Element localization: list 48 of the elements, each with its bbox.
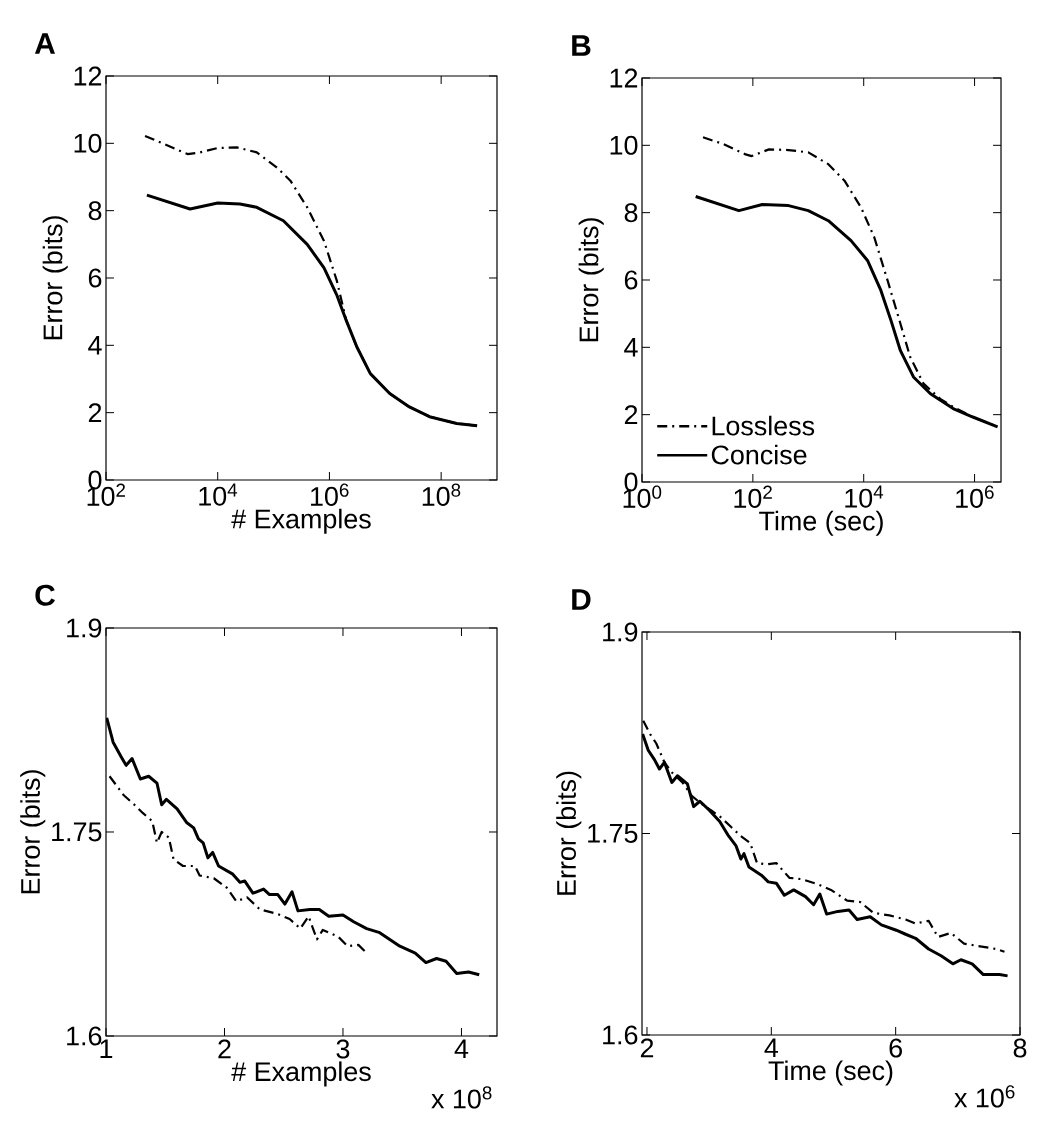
y-axis-title: Error (bits) [42, 216, 68, 340]
y-tick-label: 1.6 [67, 1026, 102, 1046]
x-tick-label: 4 [764, 1038, 779, 1058]
x-tick-label: 1 [100, 1039, 113, 1059]
y-tick-label: 8 [624, 203, 638, 223]
y-tick-label: 12 [74, 66, 102, 86]
x-axis-title: Time (sec) [768, 1060, 893, 1086]
x-tick-label: 10$^{4}$ [199, 483, 238, 506]
y-tick-label: 10 [610, 135, 638, 155]
x-tick-label: 10$^{2}$ [734, 485, 772, 508]
x-tick-label: 10$^{6}$ [956, 485, 994, 508]
y-tick-label: 1.9 [603, 622, 638, 642]
y-tick-label: 1.75 [588, 824, 638, 843]
y-tick-label: 1.9 [67, 618, 102, 638]
y-tick-label: 6 [88, 268, 102, 288]
x-axis-title: # Examples [231, 1061, 371, 1087]
chart-title: A [34, 33, 55, 54]
y-tick-label: 8 [88, 201, 102, 221]
y-tick-label: 12 [610, 68, 638, 88]
chart-title: B [572, 35, 591, 56]
x-tick-label: 2 [218, 1039, 231, 1059]
chart-title: D [572, 589, 591, 610]
y-tick-label: 4 [88, 336, 102, 355]
y-tick-label: 4 [624, 338, 638, 357]
chart-title: C [35, 584, 55, 606]
y-tick-label: 10 [74, 133, 102, 153]
x-tick-label: 10$^{4}$ [845, 485, 884, 508]
x-axis-title: # Examples [231, 508, 371, 534]
x-tick-label: 4 [454, 1039, 469, 1059]
text: x 10$^{8}$ [431, 1086, 492, 1109]
y-tick-label: 6 [624, 270, 638, 290]
x-tick-label: 3 [336, 1039, 350, 1059]
x-tick-label: 2 [640, 1038, 654, 1058]
y-axis-title: Error (bits) [556, 771, 582, 895]
text: x 10$^{6}$ [954, 1085, 1015, 1108]
x-tick-label: 10$^{8}$ [422, 483, 461, 506]
y-axis-title: Error (bits) [578, 218, 604, 342]
x-tick-label: 10$^{6}$ [311, 483, 349, 506]
x-tick-label: 6 [889, 1038, 902, 1058]
y-tick-label: 1.6 [603, 1025, 638, 1045]
y-tick-label: 2 [88, 403, 102, 423]
y-tick-label: 1.75 [52, 822, 102, 842]
x-tick-label: 8 [1013, 1038, 1027, 1058]
legend-label: Lossless [712, 415, 815, 436]
y-tick-label: 2 [624, 405, 638, 425]
x-axis-title: Time (sec) [759, 510, 883, 536]
y-axis-title: Error (bits) [20, 770, 46, 894]
legend-label: Concise [711, 444, 807, 465]
